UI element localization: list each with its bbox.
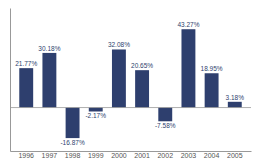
bar <box>42 53 56 108</box>
data-label: 43.27% <box>177 21 199 28</box>
x-tick-label: 2002 <box>157 152 173 159</box>
data-label: 21.77% <box>15 60 37 67</box>
x-tick-label: 1996 <box>18 152 34 159</box>
x-tick-label: 2003 <box>181 152 197 159</box>
data-label: -16.87% <box>60 139 84 146</box>
y-axis-line <box>10 9 11 152</box>
x-tick-label: 2000 <box>111 152 127 159</box>
x-tick: 1997 <box>42 152 58 159</box>
x-tick: 2005 <box>227 152 243 159</box>
x-tick-label: 2001 <box>134 152 150 159</box>
bar <box>158 108 172 122</box>
bars <box>19 29 241 138</box>
bar <box>181 29 195 107</box>
bar <box>228 102 242 108</box>
x-tick-label: 1998 <box>65 152 81 159</box>
plot: 1996 1997 1998 1999 2000 2001 2002 2003 2004 2005… <box>10 9 252 160</box>
data-label: 18.95% <box>201 65 223 72</box>
y-axis <box>10 9 11 152</box>
x-tick: 2004 <box>204 152 220 159</box>
x-tick-label: 2004 <box>204 152 220 159</box>
x-tick-label: 2005 <box>227 152 243 159</box>
chart: 1996 1997 1998 1999 2000 2001 2002 2003 2004 2005… <box>0 0 257 165</box>
x-tick: 2001 <box>134 152 150 159</box>
x-tick-label: 1999 <box>88 152 104 159</box>
data-label: -7.58% <box>155 122 176 129</box>
x-tick: 2003 <box>181 152 197 159</box>
x-tick: 1996 <box>18 152 34 159</box>
bar <box>66 108 80 139</box>
x-axis: 1996 1997 1998 1999 2000 2001 2002 2003 2004 2005 <box>11 152 252 160</box>
x-tick: 1998 <box>65 152 81 159</box>
data-label: 32.08% <box>108 41 130 48</box>
zero-line <box>10 107 251 108</box>
x-tick-label: 1997 <box>42 152 58 159</box>
x-tick: 2000 <box>111 152 127 159</box>
bar <box>89 108 103 112</box>
bar <box>135 70 149 107</box>
bar <box>112 49 126 107</box>
bar <box>205 73 219 107</box>
data-label: 20.65% <box>131 62 153 69</box>
bar <box>19 68 33 107</box>
data-label: 3.18% <box>226 94 245 101</box>
data-labels: 21.77% 30.18% -16.87% -2.17% 32.08% 20.65% -7.… <box>15 21 244 146</box>
x-tick: 2002 <box>157 152 173 159</box>
data-label: -2.17% <box>85 112 106 119</box>
x-tick: 1999 <box>88 152 104 159</box>
data-label: 30.18% <box>38 45 60 52</box>
